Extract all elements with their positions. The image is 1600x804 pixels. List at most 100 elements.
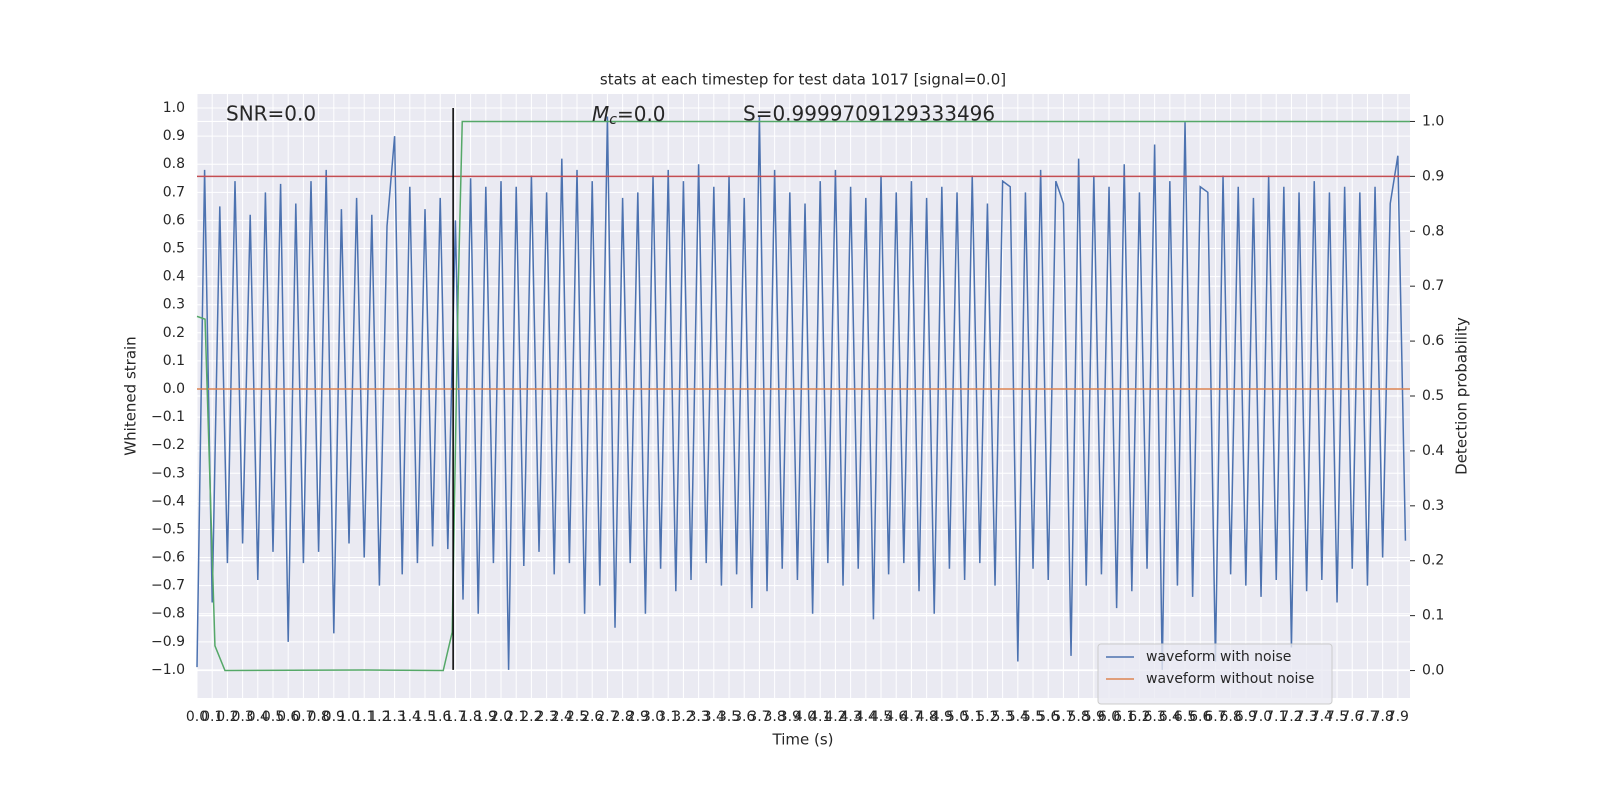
x-tick-label: 0.4 [247,709,269,725]
x-tick-label: 4.2 [824,709,846,725]
y2-tick-label: 0.2 [1422,553,1444,569]
y-tick-label: −0.3 [151,465,185,481]
x-tick-label: 2.0 [490,709,512,725]
x-tick-label: 5.5 [1022,709,1044,725]
y-tick-label: 0.4 [163,269,185,285]
x-tick-label: 6.5 [1174,709,1196,725]
x-axis-label: Time (s) [772,731,834,749]
x-tick-label: 7.2 [1280,709,1302,725]
x-tick-label: 7.3 [1296,709,1318,725]
series-line [196,116,1407,670]
x-tick-label: 0.9 [323,709,345,725]
x-tick-label: 2.2 [520,709,542,725]
probability-line [196,120,1410,672]
annotation-subscript: c [609,112,617,128]
x-tick-label: 5.1 [961,709,983,725]
x-tick-label: 2.5 [566,709,588,725]
x-tick-label: 7.0 [1250,709,1272,725]
x-tick-label: 4.4 [855,709,877,725]
x-tick-label: 0.8 [307,709,329,725]
x-tick-label: 1.4 [399,709,421,725]
y-tick-label: −0.4 [151,493,185,509]
y-tick-label: −0.9 [151,634,185,650]
x-tick-label: 7.1 [1265,709,1287,725]
y-tick-label: −0.2 [151,437,185,453]
x-tick-label: 1.8 [459,709,481,725]
y-tick-label: −0.8 [151,606,185,622]
x-tick-label: 5.8 [1067,709,1089,725]
x-tick-label: 2.4 [551,709,573,725]
chart-title: stats at each timestep for test data 101… [600,71,1006,89]
x-tick-label: 0.5 [262,709,284,725]
legend-box [1097,643,1333,705]
y2-tick-label: 0.7 [1422,278,1444,294]
annotation: Mc=0.0 [592,102,666,129]
y2-tick-label: 0.1 [1422,608,1444,624]
x-tick-label: 1.1 [353,709,375,725]
x-tick-label: 5.9 [1083,709,1105,725]
y-tick-label: 0.7 [163,184,185,200]
x-tick-label: 7.8 [1372,709,1394,725]
x-tick-label: 5.4 [1007,709,1029,725]
x-tick-label: 3.8 [763,709,785,725]
x-tick-label: 2.8 [611,709,633,725]
annotation-text: =0.0 [617,102,666,126]
x-tick-label: 6.0 [1098,709,1120,725]
x-tick-label: 6.1 [1113,709,1135,725]
x-tick-label: 0.3 [231,709,253,725]
y2-tick-label: 0.3 [1422,498,1444,514]
x-tick-label: 1.2 [368,709,390,725]
x-tick-label: 6.8 [1220,709,1242,725]
x-tick-label: 6.4 [1159,709,1181,725]
x-tick-label: 6.9 [1235,709,1257,725]
x-tick-label: 0.6 [277,709,299,725]
y-tick-label: −0.5 [151,521,185,537]
x-tick-label: 6.2 [1128,709,1150,725]
y-tick-label: 0.2 [163,325,185,341]
y-tick-label: −1.0 [151,662,185,678]
y2-tick-label: 0.6 [1422,333,1444,349]
annotation: SNR=0.0 [226,102,316,126]
y-tick-label: 0.9 [163,128,185,144]
x-tick-label: 4.8 [915,709,937,725]
x-tick-label: 1.3 [383,709,405,725]
x-tick-label: 4.9 [931,709,953,725]
x-tick-label: 3.3 [687,709,709,725]
x-tick-label: 4.7 [900,709,922,725]
x-tick-label: 4.0 [794,709,816,725]
y-axis-label: Whitened strain [122,336,140,455]
x-tick-label: 2.7 [596,709,618,725]
x-tick-label: 1.7 [444,709,466,725]
x-tick-label: 5.2 [976,709,998,725]
x-tick-label: 2.9 [627,709,649,725]
x-tick-label: 7.4 [1311,709,1333,725]
x-tick-label: 5.6 [1037,709,1059,725]
x-tick-label: 6.3 [1143,709,1165,725]
x-tick-label: 1.9 [475,709,497,725]
y-tick-label: 0.3 [163,297,185,313]
x-tick-label: 5.0 [946,709,968,725]
x-tick-label: 0.0 [186,709,208,725]
y-tick-label: 0.5 [163,241,185,257]
y2-tick-label: 0.8 [1422,223,1444,239]
legend: waveform with noise waveform without nois… [1097,643,1333,705]
y2-tick-label: 0.9 [1422,168,1444,184]
marks [196,108,1410,672]
x-tick-label: 1.5 [414,709,436,725]
x-tick-label: 7.6 [1341,709,1363,725]
x-tick-label: 4.1 [809,709,831,725]
x-tick-label: 0.7 [292,709,314,725]
x-tick-label: 3.6 [733,709,755,725]
x-tick-label: 7.7 [1356,709,1378,725]
y-tick-label: 0.8 [163,156,185,172]
x-tick-label: 0.2 [216,709,238,725]
y2-axis-label: Detection probability [1453,317,1471,475]
y-tick-label: 0.1 [163,353,185,369]
y-tick-label: −0.7 [151,578,185,594]
grid [196,94,1410,698]
x-tick-label: 6.6 [1189,709,1211,725]
x-tick-label: 3.9 [779,709,801,725]
x-tick-label: 7.5 [1326,709,1348,725]
x-tick-label: 2.3 [535,709,557,725]
